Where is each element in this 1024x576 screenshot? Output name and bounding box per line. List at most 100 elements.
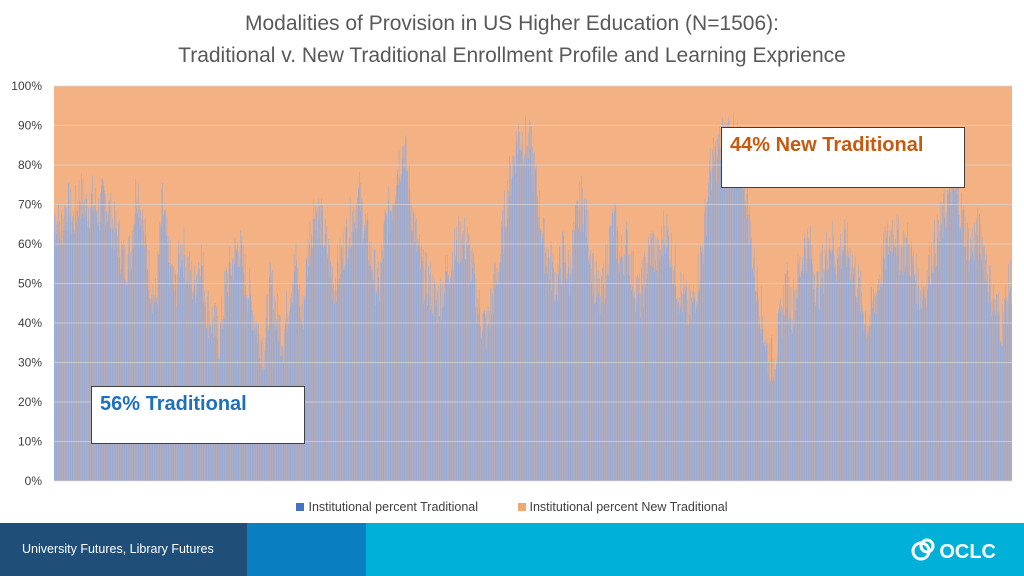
bar-traditional	[769, 379, 771, 481]
bar-traditional	[760, 333, 762, 481]
bar-traditional	[558, 274, 559, 481]
bar-traditional	[297, 283, 298, 481]
bar-traditional	[853, 267, 855, 481]
bar-traditional	[225, 267, 227, 481]
bar-traditional	[647, 273, 649, 481]
bar-traditional	[490, 288, 491, 481]
bar-traditional	[537, 195, 538, 481]
bar-traditional	[938, 241, 940, 481]
bar-traditional	[171, 281, 173, 481]
bar-traditional	[1000, 342, 1002, 481]
bar-traditional	[55, 239, 56, 481]
bar-traditional	[568, 267, 570, 481]
bar-traditional	[817, 271, 819, 481]
bar-traditional	[328, 276, 330, 481]
bar-traditional	[871, 287, 872, 481]
bar-traditional	[90, 192, 92, 481]
bar-traditional	[770, 337, 772, 481]
bar-traditional	[580, 204, 582, 482]
bar-traditional	[723, 162, 724, 482]
bar-traditional	[777, 352, 778, 481]
bar-traditional	[179, 277, 180, 481]
bar-traditional	[883, 232, 885, 481]
bar-traditional	[730, 157, 732, 481]
bar-traditional	[848, 257, 850, 481]
bar-traditional	[885, 270, 886, 481]
bar-traditional	[319, 207, 320, 481]
bar-traditional	[496, 281, 497, 481]
bar-traditional	[321, 210, 323, 481]
bar-traditional	[1006, 324, 1008, 481]
bar-traditional	[711, 168, 713, 481]
bar-traditional	[786, 262, 788, 481]
bar-traditional	[879, 274, 881, 481]
bar-traditional	[425, 252, 427, 481]
bar-traditional	[621, 235, 622, 481]
bar-traditional	[640, 293, 642, 481]
bar-traditional	[625, 228, 627, 481]
bar-traditional	[646, 262, 648, 481]
bar-traditional	[193, 290, 194, 481]
bar-traditional	[676, 298, 677, 481]
bar-traditional	[146, 269, 148, 481]
bar-traditional	[421, 245, 422, 481]
bar-traditional	[570, 273, 572, 481]
bar-traditional	[66, 207, 67, 481]
legend-swatch-traditional	[296, 503, 305, 511]
bar-traditional	[847, 222, 848, 482]
bar-traditional	[409, 189, 411, 482]
bar-traditional	[616, 258, 617, 481]
bar-traditional	[787, 271, 788, 481]
bar-traditional	[734, 132, 735, 481]
bar-traditional	[57, 221, 58, 482]
bar-traditional	[512, 176, 513, 481]
bar-traditional	[56, 224, 58, 482]
bar-traditional	[468, 233, 469, 481]
bar-traditional	[491, 314, 492, 481]
bar-traditional	[144, 246, 145, 481]
bar-traditional	[567, 249, 569, 481]
bar-traditional	[695, 313, 696, 481]
bar-traditional	[172, 264, 173, 481]
bar-traditional	[293, 254, 295, 481]
bar-traditional	[354, 222, 355, 481]
bar-traditional	[191, 261, 192, 481]
bar-traditional	[601, 302, 603, 481]
bar-traditional	[433, 278, 435, 481]
bar-traditional	[453, 269, 455, 481]
bar-traditional	[798, 264, 799, 481]
bar-traditional	[108, 200, 110, 482]
bar-traditional	[429, 262, 431, 481]
bar-traditional	[982, 269, 984, 481]
bar-traditional	[430, 309, 432, 481]
bar-traditional	[801, 270, 802, 481]
bar-traditional	[805, 248, 806, 481]
bar-traditional	[620, 257, 621, 481]
bar-traditional	[866, 337, 867, 481]
bar-traditional	[489, 328, 491, 481]
bar-traditional	[442, 307, 443, 481]
bar-traditional	[305, 298, 306, 481]
bar-traditional	[321, 198, 322, 482]
bar-traditional	[534, 167, 536, 481]
bar-traditional	[422, 261, 423, 481]
bar-traditional	[480, 326, 481, 481]
bar-traditional	[861, 304, 863, 481]
bar-traditional	[501, 221, 502, 482]
bar-traditional	[270, 264, 271, 481]
bar-traditional	[874, 293, 876, 481]
bar-traditional	[961, 222, 963, 481]
bar-traditional	[791, 333, 793, 481]
bar-traditional	[307, 276, 308, 481]
bar-traditional	[700, 246, 702, 481]
bar-traditional	[662, 240, 663, 481]
bar-traditional	[370, 265, 371, 481]
bar-traditional	[693, 297, 695, 481]
bar-traditional	[652, 267, 654, 481]
bar-traditional	[854, 267, 855, 481]
bar-traditional	[907, 265, 909, 481]
bar-traditional	[996, 294, 998, 481]
bar-traditional	[240, 230, 241, 481]
bar-traditional	[920, 290, 921, 481]
bar-traditional	[123, 240, 124, 481]
